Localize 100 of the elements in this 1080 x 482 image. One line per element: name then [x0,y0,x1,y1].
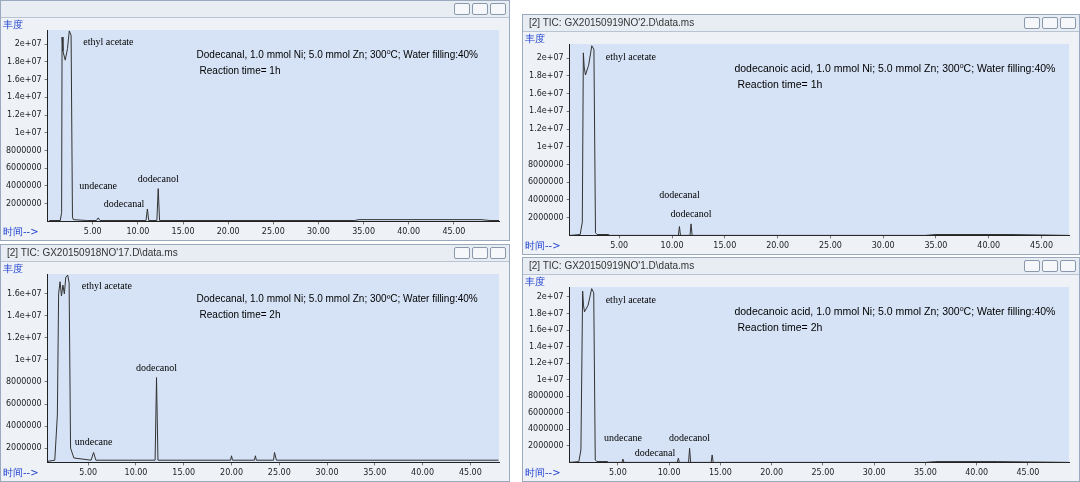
x-tick-label: 35.00 [924,241,948,251]
y-tick-label: 2000000 [5,198,42,208]
y-tick-label: 2000000 [5,443,42,453]
x-tick-label: 40.00 [965,468,989,478]
x-tick-label: 20.00 [220,468,243,478]
annotation: Reaction time= 2h [199,309,281,320]
x-tick-label: 15.00 [171,227,195,237]
y-tick-label: 1e+07 [536,374,564,384]
y-tick-label: 1.6e+07 [529,88,564,98]
y-tick-label: 2e+07 [536,53,564,63]
annotation: undecane [74,436,114,448]
y-tick-label: 1.4e+07 [7,92,42,102]
x-tick-label: 5.00 [79,468,98,478]
y-tick-label: 2e+07 [14,39,42,49]
y-tick-label: 4000000 [5,181,42,191]
y-tick-label: 2000000 [527,212,564,222]
x-tick-label: 5.00 [610,241,629,251]
y-tick-label: 1e+07 [536,141,564,151]
x-axis-title: 时间--> [3,467,39,479]
y-tick-label: 1e+07 [14,127,42,137]
y-tick-label: 1.4e+07 [529,106,564,116]
y-tick-label: 1.8e+07 [529,308,564,318]
y-axis-title: 丰度 [3,19,23,30]
y-tick-label: 4000000 [5,421,42,431]
annotation: ethyl acetate [81,280,133,292]
annotation: Reaction time= 1h [199,65,281,76]
x-tick-label: 45.00 [442,227,466,237]
x-tick-label: 30.00 [307,227,330,237]
x-tick-label: 30.00 [862,468,886,478]
x-tick-label: 35.00 [913,468,937,478]
annotation: dodecanal [103,197,145,209]
y-tick-label: 2000000 [527,440,564,450]
annotation: ethyl acetate [83,35,135,47]
y-tick-label: 6000000 [527,177,564,187]
x-tick-label: 10.00 [124,468,148,478]
x-tick-label: 45.00 [1016,468,1040,478]
y-tick-label: 1.8e+07 [7,56,42,66]
y-tick-label: 1.2e+07 [529,358,564,368]
annotation: undecane [79,179,118,191]
y-tick-label: 1.8e+07 [529,70,564,80]
x-tick-label: 10.00 [660,241,684,251]
annotation: ethyl acetate [605,50,657,62]
x-tick-label: 40.00 [411,468,435,478]
annotation: Dodecanal, 1.0 mmol Ni; 5.0 mmol Zn; 300ºC; Water filling:40% [196,293,478,304]
x-tick-label: 25.00 [818,241,842,251]
y-tick-label: 2e+07 [536,292,564,302]
x-axis-title: 时间--> [525,240,561,252]
x-tick-label: 20.00 [216,227,240,237]
y-tick-label: 6000000 [5,399,42,409]
annotation: dodecanol [137,172,179,184]
x-tick-label: 25.00 [261,227,285,237]
annotation: dodecanol [670,207,712,219]
x-tick-label: 25.00 [267,468,291,478]
annotation: dodecanol [135,361,178,373]
x-axis-title: 时间--> [3,226,39,238]
annotation: dodecanal [634,447,676,459]
x-tick-label: 10.00 [657,468,681,478]
x-axis-title: 时间--> [525,467,561,479]
annotation: ethyl acetate [605,293,657,305]
x-tick-label: 10.00 [126,227,150,237]
x-tick-label: 45.00 [1030,241,1053,251]
y-tick-label: 1.2e+07 [7,332,42,342]
y-tick-label: 6000000 [5,163,42,173]
annotation: undecane [604,432,643,444]
x-tick-label: 20.00 [766,241,790,251]
x-tick-label: 30.00 [315,468,339,478]
y-axis-title: 丰度 [3,263,23,274]
y-axis-title: 丰度 [525,276,545,287]
x-tick-label: 25.00 [811,468,835,478]
y-tick-label: 1.6e+07 [529,325,564,335]
y-tick-label: 1e+07 [14,355,42,365]
y-tick-label: 6000000 [527,407,564,417]
y-tick-label: 1.4e+07 [7,310,42,320]
y-tick-label: 1.6e+07 [7,288,42,298]
x-tick-label: 45.00 [458,468,482,478]
y-tick-label: 1.2e+07 [7,110,42,120]
x-tick-label: 5.00 [83,227,102,237]
y-axis-title: 丰度 [525,33,545,44]
y-tick-label: 8000000 [527,159,564,169]
y-tick-label: 1.2e+07 [529,124,564,134]
y-tick-label: 4000000 [527,195,564,205]
annotation: dodecanol [669,432,711,444]
chart-title: [2] TIC: GX20150919NO'1.D\data.ms [529,260,695,271]
chart-title: [2] TIC: GX20150919NO'2.D\data.ms [529,17,695,28]
x-tick-label: 30.00 [871,241,895,251]
x-tick-label: 15.00 [713,241,737,251]
x-tick-label: 5.00 [608,468,627,478]
annotation: dodecanal [659,188,700,200]
x-tick-label: 20.00 [760,468,784,478]
x-tick-label: 15.00 [172,468,196,478]
x-tick-label: 35.00 [352,227,376,237]
y-tick-label: 4000000 [527,424,564,434]
annotation: Reaction time= 1h [737,78,823,90]
y-tick-label: 1.4e+07 [529,341,564,351]
y-tick-label: 8000000 [527,391,564,401]
y-tick-label: 1.6e+07 [7,74,42,84]
x-tick-label: 35.00 [363,468,387,478]
y-tick-label: 8000000 [5,377,42,387]
x-tick-label: 15.00 [708,468,732,478]
x-tick-label: 40.00 [977,241,1001,251]
